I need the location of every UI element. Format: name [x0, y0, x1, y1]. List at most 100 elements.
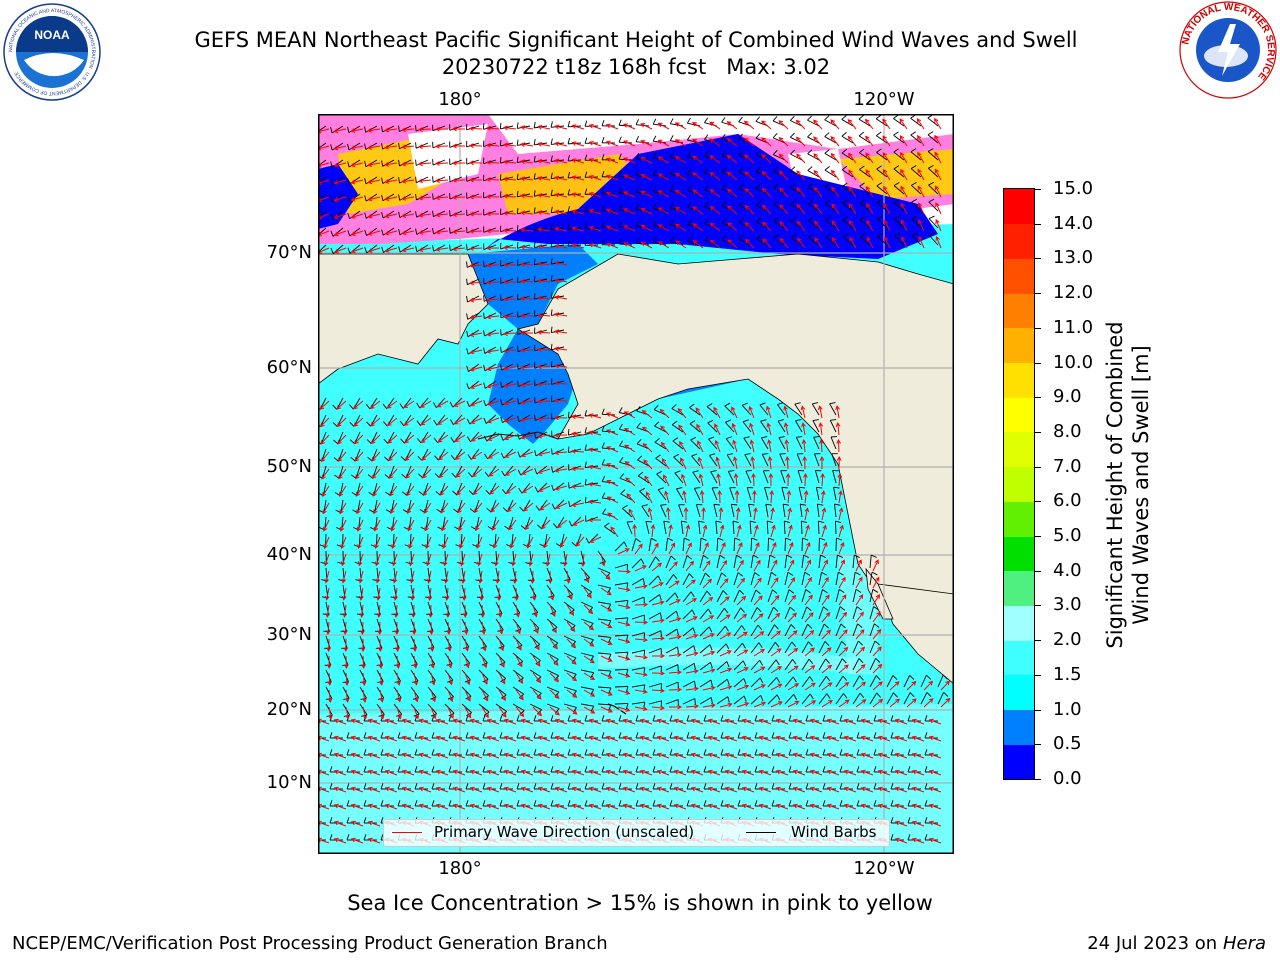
wind-barb-flag: [530, 596, 537, 598]
wave-direction-arrow: [370, 417, 381, 427]
wind-barb-flag: [652, 749, 656, 756]
wind-barb-flag: [395, 697, 402, 700]
wind-barb-flag: [772, 589, 778, 594]
wind-barb-flag: [363, 800, 367, 807]
wave-direction-arrow: [668, 599, 681, 606]
wind-barb: [798, 487, 803, 501]
wave-direction-arrow: [333, 162, 347, 168]
wind-barb-flag: [727, 696, 730, 703]
wind-barb: [654, 425, 667, 433]
wave-direction-arrow: [434, 161, 449, 166]
wave-direction-arrow: [485, 297, 500, 302]
wave-direction-arrow: [634, 543, 643, 555]
wind-barb-flag: [479, 629, 486, 632]
wind-barb-flag: [652, 169, 657, 176]
wave-direction-arrow: [570, 466, 585, 472]
wind-barb-flag: [890, 817, 894, 824]
wave-direction-arrow: [554, 278, 568, 283]
wind-barb-flag: [721, 201, 727, 207]
wind-barb: [416, 193, 429, 201]
wind-barb-flag: [329, 834, 333, 841]
wind-barb: [756, 238, 769, 246]
wave-direction-arrow: [322, 485, 330, 498]
colorbar-tick-mark: [1034, 640, 1041, 642]
wave-direction-arrow: [340, 553, 347, 567]
wave-direction-arrow: [644, 475, 653, 487]
wind-barb-flag: [537, 709, 543, 715]
wind-barb: [869, 623, 875, 637]
wind-barb-flag: [724, 402, 731, 407]
wind-barb-flag: [677, 664, 679, 671]
wind-barb: [682, 645, 694, 654]
wind-barb-flag: [431, 766, 435, 773]
wave-direction-arrow: [900, 168, 908, 181]
colorbar-segment: [1004, 501, 1034, 537]
wave-direction-arrow: [753, 666, 766, 674]
wind-barb: [655, 457, 667, 467]
wind-barb-flag: [854, 554, 860, 558]
wind-barb-flag: [550, 766, 554, 773]
wave-direction-arrow: [659, 408, 670, 419]
wind-barb: [716, 572, 722, 586]
wave-direction-arrow: [411, 604, 416, 619]
wind-barb-flag: [694, 487, 701, 489]
wave-direction-arrow: [882, 118, 891, 130]
wave-direction-arrow: [333, 752, 347, 759]
wave-direction-arrow: [753, 631, 765, 640]
colorbar-label: Significant Height of Combined Wind Wave…: [1102, 321, 1154, 648]
wave-direction-arrow: [479, 587, 484, 602]
wave-direction-arrow: [623, 123, 636, 130]
wave-direction-arrow: [617, 621, 631, 627]
wind-barb-flag: [434, 473, 440, 479]
wave-direction-arrow: [626, 493, 636, 504]
wind-barb: [563, 686, 577, 692]
wave-direction-arrow: [401, 769, 415, 776]
wind-barb-flag: [516, 156, 519, 163]
wind-barb-flag: [703, 800, 707, 807]
wind-barb: [875, 118, 888, 127]
wind-barb: [563, 703, 577, 708]
wind-barb-flag: [762, 453, 769, 455]
wind-barb-flag: [771, 732, 775, 739]
wind-barb-flag: [722, 590, 728, 596]
wind-barb-flag: [757, 624, 763, 631]
wind-barb-flag: [364, 212, 367, 219]
wind-barb: [807, 203, 820, 212]
wave-direction-arrow: [503, 193, 517, 199]
wave-direction-arrow: [726, 188, 738, 198]
wind-barb: [729, 487, 735, 501]
wind-barb: [449, 142, 463, 148]
wind-barb-flag: [584, 749, 588, 756]
wind-barb-flag: [710, 662, 713, 669]
wave-direction-arrow: [628, 508, 636, 521]
wave-direction-arrow: [606, 429, 619, 436]
wind-barb-flag: [466, 313, 469, 320]
wind-barb: [750, 624, 759, 637]
wave-direction-arrow: [787, 577, 796, 589]
wind-barb-flag: [384, 456, 390, 462]
wave-direction-arrow: [519, 261, 534, 267]
wave-direction-arrow: [821, 576, 829, 589]
wind-barb-flag: [567, 411, 570, 418]
wind-barb: [928, 184, 939, 195]
wave-direction-arrow: [600, 706, 613, 713]
wind-barb: [869, 640, 876, 654]
wind-barb: [794, 403, 803, 416]
wave-direction-arrow: [847, 118, 857, 130]
wind-barb: [597, 652, 611, 655]
wave-direction-arrow: [889, 681, 900, 691]
wave-direction-arrow: [384, 230, 398, 236]
wind-barb-flag: [641, 504, 648, 507]
wave-direction-arrow: [695, 407, 704, 419]
wind-barb-flag: [533, 190, 536, 197]
wind-barb-flag: [748, 503, 755, 506]
wind-barb-flag: [414, 800, 418, 807]
colorbar-tick-mark: [1034, 674, 1041, 676]
wave-direction-arrow: [494, 553, 500, 567]
wind-barb-flag: [741, 625, 746, 631]
wave-direction-arrow: [617, 604, 631, 610]
wind-barb-flag: [550, 783, 554, 790]
wind-barb-flag: [691, 453, 698, 457]
wave-direction-arrow: [634, 602, 649, 607]
wind-barb: [812, 420, 820, 433]
